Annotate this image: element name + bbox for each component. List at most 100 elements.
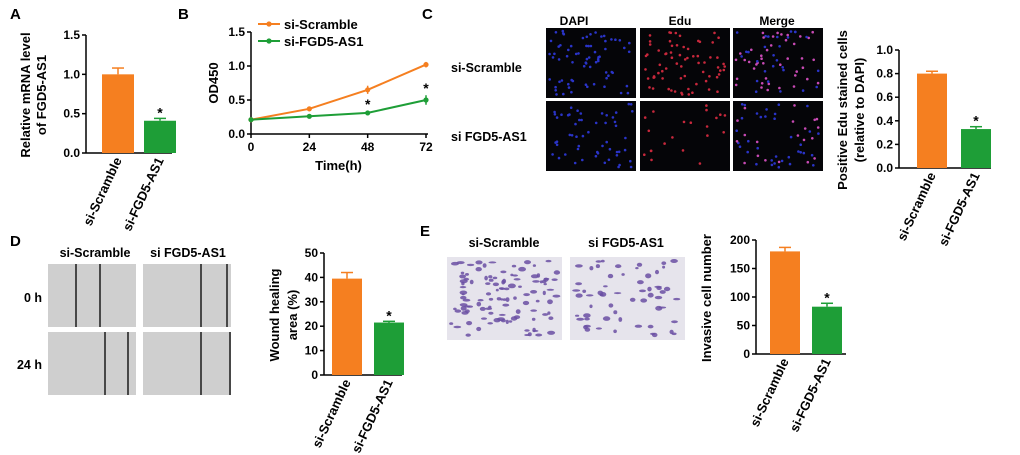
invading-cell xyxy=(655,305,663,311)
cell-dot xyxy=(716,66,720,69)
cell-dot xyxy=(618,163,621,167)
series-line-si-scramble xyxy=(250,63,427,121)
y-axis-label: Positive Edu stained cells xyxy=(835,30,850,190)
cell-dot xyxy=(682,45,685,49)
invading-cell xyxy=(460,306,467,311)
invading-cell xyxy=(639,289,646,293)
cell-dot xyxy=(792,42,796,46)
cell-dot xyxy=(605,76,608,80)
cell-dot xyxy=(629,159,632,163)
invading-cell xyxy=(584,327,591,332)
cell-dot xyxy=(679,77,683,80)
cell-dot xyxy=(648,43,652,46)
cell-dot xyxy=(663,142,666,145)
cell-dot xyxy=(786,57,789,60)
micrograph-c-r1-c1 xyxy=(640,101,730,171)
invading-cell xyxy=(585,294,594,297)
data-point xyxy=(365,110,371,116)
cell-dot xyxy=(715,116,718,120)
cell-dot xyxy=(810,153,814,157)
cell-dot xyxy=(561,32,565,35)
data-point xyxy=(365,87,371,93)
cell-dot xyxy=(740,55,743,58)
cell-dot xyxy=(558,80,561,84)
micrograph-e-0 xyxy=(447,257,562,340)
invading-cell xyxy=(635,267,639,270)
cell-dot xyxy=(799,35,802,38)
cell-dot xyxy=(704,79,708,83)
significance-marker: * xyxy=(423,80,429,96)
cell-dot xyxy=(740,103,744,106)
invading-cell xyxy=(512,274,518,277)
cell-dot xyxy=(800,57,804,60)
cell-dot xyxy=(652,110,655,113)
cell-dot xyxy=(776,31,779,35)
cell-dot xyxy=(604,47,607,51)
invading-cell xyxy=(524,260,531,265)
cell-dot xyxy=(705,104,708,107)
invading-cell xyxy=(645,273,652,279)
invading-cell xyxy=(647,292,654,298)
cell-dot xyxy=(765,48,769,52)
invading-cell xyxy=(492,282,499,287)
invading-cell xyxy=(496,297,502,301)
cell-dot xyxy=(711,41,714,44)
cell-dot xyxy=(671,136,674,139)
cell-dot xyxy=(806,77,809,81)
cell-dot xyxy=(596,150,599,154)
cell-dot xyxy=(813,157,816,160)
invading-cell xyxy=(575,293,583,298)
cell-dot xyxy=(771,35,775,38)
cell-dot xyxy=(569,106,573,109)
cell-dot xyxy=(799,143,802,146)
cell-dot xyxy=(780,159,784,163)
cell-dot xyxy=(716,90,719,93)
invading-cell xyxy=(634,324,643,328)
col-header-e-scramble: si-Scramble xyxy=(469,236,540,250)
cell-dot xyxy=(619,91,623,95)
series-line-si-fgd5-as1 xyxy=(250,99,427,121)
cell-dot xyxy=(795,70,798,73)
cell-dot xyxy=(569,44,573,48)
cell-dot xyxy=(780,33,783,36)
invading-cell xyxy=(530,309,537,312)
cell-dot xyxy=(648,34,652,37)
cell-dot xyxy=(723,65,726,68)
cell-dot xyxy=(683,74,687,78)
cell-dot xyxy=(574,52,578,56)
cell-dot xyxy=(602,34,606,38)
cell-dot xyxy=(594,60,598,64)
cell-dot xyxy=(808,130,812,133)
invading-cell xyxy=(465,273,469,276)
y-tick-label: 0.0 xyxy=(63,146,80,160)
invading-cell xyxy=(595,264,601,269)
data-point xyxy=(248,117,254,123)
cell-dot xyxy=(789,135,793,139)
data-point xyxy=(306,106,312,112)
y-tick-label: 10 xyxy=(305,344,319,358)
cell-dot xyxy=(778,86,781,90)
cell-dot xyxy=(764,159,767,162)
invading-cell xyxy=(600,259,605,263)
invading-cell xyxy=(607,273,614,279)
bar-si-fgd5-as1 xyxy=(374,322,404,375)
cell-dot xyxy=(803,127,807,130)
cell-dot xyxy=(605,114,608,117)
cell-dot xyxy=(687,87,690,91)
micrograph-c-r0-c1 xyxy=(640,28,730,98)
chart-e: 0 50 100 150 200 Invasive cell number si-Scram… xyxy=(699,233,846,434)
invading-cell xyxy=(460,295,467,300)
cell-dot xyxy=(771,64,775,68)
cell-dot xyxy=(786,36,790,39)
row-header-d-0h: 0 h xyxy=(24,291,42,305)
invading-cell xyxy=(552,294,561,298)
invading-cell xyxy=(656,286,662,291)
cell-dot xyxy=(589,33,592,36)
cell-dot xyxy=(610,70,614,74)
y-axis-label: area (%) xyxy=(285,290,300,341)
cell-dot xyxy=(752,67,756,70)
col-header-d-fgd5: si FGD5-AS1 xyxy=(150,246,226,260)
micrograph-background xyxy=(640,28,730,98)
invading-cell xyxy=(673,297,681,301)
panel-letter-e: E xyxy=(420,223,430,240)
